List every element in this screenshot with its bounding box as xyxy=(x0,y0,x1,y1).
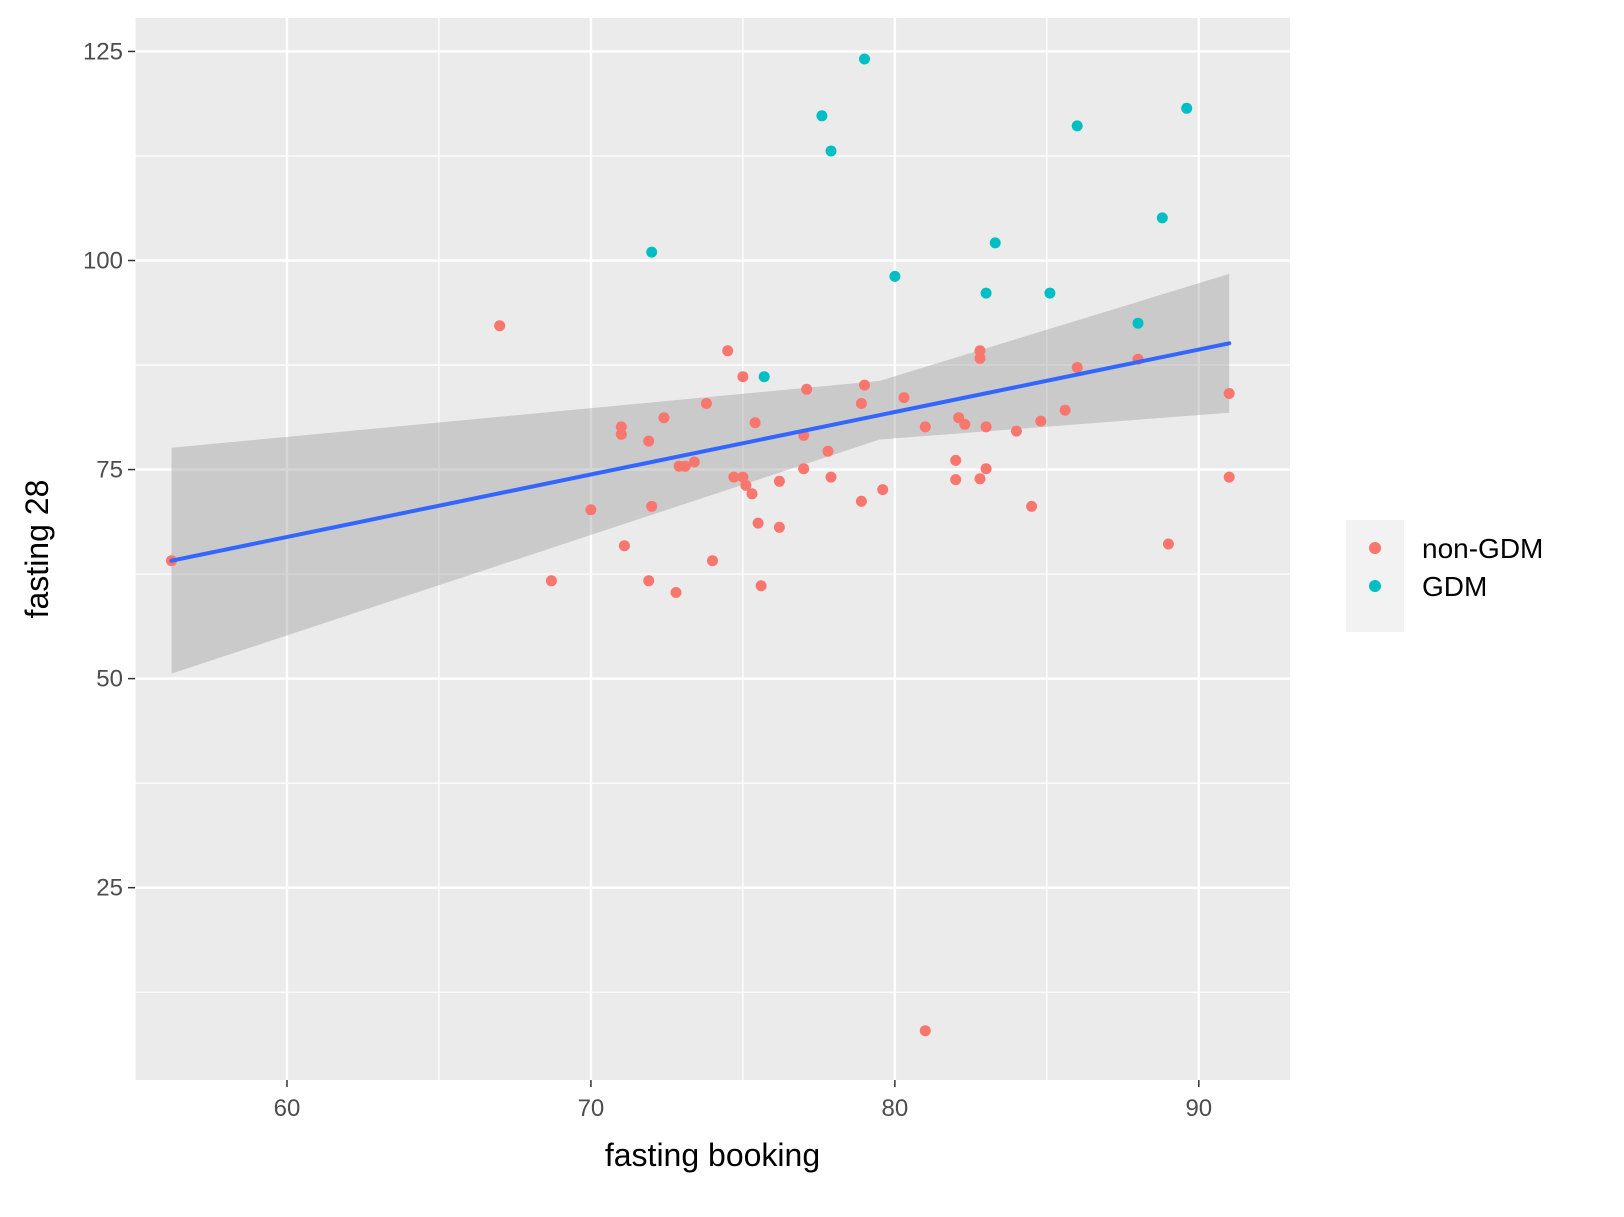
point-non-gdm xyxy=(752,517,764,529)
point-non-gdm xyxy=(980,421,992,433)
point-gdm xyxy=(989,237,1001,249)
point-non-gdm xyxy=(855,398,867,409)
y-tick-label: 125 xyxy=(83,38,123,65)
point-gdm xyxy=(646,246,658,258)
point-non-gdm xyxy=(773,521,785,533)
point-non-gdm xyxy=(919,421,931,433)
point-non-gdm xyxy=(1035,415,1047,427)
point-non-gdm xyxy=(974,473,986,485)
major-gridlines xyxy=(135,18,1290,1080)
y-tick-label: 25 xyxy=(96,875,123,902)
point-non-gdm xyxy=(1010,425,1022,437)
y-tick-label: 100 xyxy=(83,248,123,275)
regression-line-path xyxy=(169,341,1232,563)
point-non-gdm xyxy=(688,456,700,468)
point-gdm xyxy=(816,110,828,122)
confidence-band-area xyxy=(171,273,1230,674)
point-gdm xyxy=(1181,102,1193,114)
point-non-gdm xyxy=(670,587,682,598)
legend-label-non-gdm: non-GDM xyxy=(1422,533,1543,564)
point-gdm xyxy=(1044,287,1056,299)
x-tick-label: 90 xyxy=(1185,1095,1212,1122)
legend-key-non-gdm xyxy=(1369,542,1381,554)
x-tick-label: 80 xyxy=(882,1095,909,1122)
data-points xyxy=(166,53,1235,1037)
point-non-gdm xyxy=(801,383,813,395)
point-gdm xyxy=(889,270,901,282)
y-axis-title: fasting 28 xyxy=(19,480,55,619)
point-non-gdm xyxy=(950,454,962,466)
point-non-gdm xyxy=(737,371,749,383)
point-gdm xyxy=(1156,212,1168,224)
point-non-gdm xyxy=(1071,362,1083,373)
point-non-gdm xyxy=(679,460,691,472)
legend-key-gdm xyxy=(1369,580,1381,592)
point-non-gdm xyxy=(545,575,557,587)
plot-panel xyxy=(135,18,1290,1080)
confidence-band xyxy=(171,273,1230,674)
point-non-gdm xyxy=(494,320,506,332)
point-gdm xyxy=(859,53,870,65)
point-non-gdm xyxy=(1162,538,1174,550)
point-non-gdm xyxy=(950,474,962,486)
y-tick-label: 75 xyxy=(96,457,123,484)
point-non-gdm xyxy=(700,398,712,409)
minor-gridlines xyxy=(134,18,1290,1080)
point-non-gdm xyxy=(877,484,889,496)
regression-line xyxy=(169,341,1232,563)
point-non-gdm xyxy=(855,495,867,507)
point-non-gdm xyxy=(737,471,749,483)
point-non-gdm xyxy=(749,417,761,429)
point-non-gdm xyxy=(822,445,834,457)
point-non-gdm xyxy=(1059,404,1071,416)
point-non-gdm xyxy=(740,479,752,491)
point-non-gdm xyxy=(643,575,655,587)
point-non-gdm xyxy=(798,463,810,475)
x-tick-label: 60 xyxy=(274,1095,301,1122)
legend: non-GDM GDM xyxy=(1346,520,1543,632)
point-gdm xyxy=(758,371,770,383)
point-non-gdm xyxy=(859,379,870,391)
point-non-gdm xyxy=(959,418,971,430)
point-non-gdm xyxy=(919,1025,931,1037)
point-non-gdm xyxy=(643,435,655,447)
point-gdm xyxy=(825,145,837,157)
point-non-gdm xyxy=(658,412,670,424)
point-non-gdm xyxy=(722,345,734,357)
point-non-gdm xyxy=(585,504,597,516)
point-non-gdm xyxy=(755,580,767,592)
point-non-gdm xyxy=(728,471,740,483)
x-tick-label: 70 xyxy=(578,1095,605,1122)
point-non-gdm xyxy=(707,555,718,567)
point-non-gdm xyxy=(1026,500,1038,512)
point-non-gdm xyxy=(773,475,785,487)
axis-ticks xyxy=(128,50,1200,1087)
x-axis-title: fasting booking xyxy=(605,1137,820,1173)
point-gdm xyxy=(1071,120,1083,132)
point-non-gdm xyxy=(618,540,630,552)
point-non-gdm xyxy=(898,392,910,404)
point-non-gdm xyxy=(746,488,758,500)
point-non-gdm xyxy=(825,471,837,483)
point-non-gdm xyxy=(974,352,986,364)
point-non-gdm xyxy=(615,428,627,440)
point-non-gdm xyxy=(980,463,992,475)
point-non-gdm xyxy=(1223,388,1235,399)
legend-label-gdm: GDM xyxy=(1422,571,1487,602)
point-non-gdm xyxy=(1223,471,1235,483)
point-non-gdm xyxy=(646,500,658,512)
point-gdm xyxy=(980,287,992,299)
tick-labels: 60 70 80 90 25 50 75 100 125 xyxy=(83,38,1212,1122)
y-tick-label: 50 xyxy=(96,666,123,693)
point-gdm xyxy=(1132,317,1144,329)
legend-key-background xyxy=(1346,520,1404,632)
